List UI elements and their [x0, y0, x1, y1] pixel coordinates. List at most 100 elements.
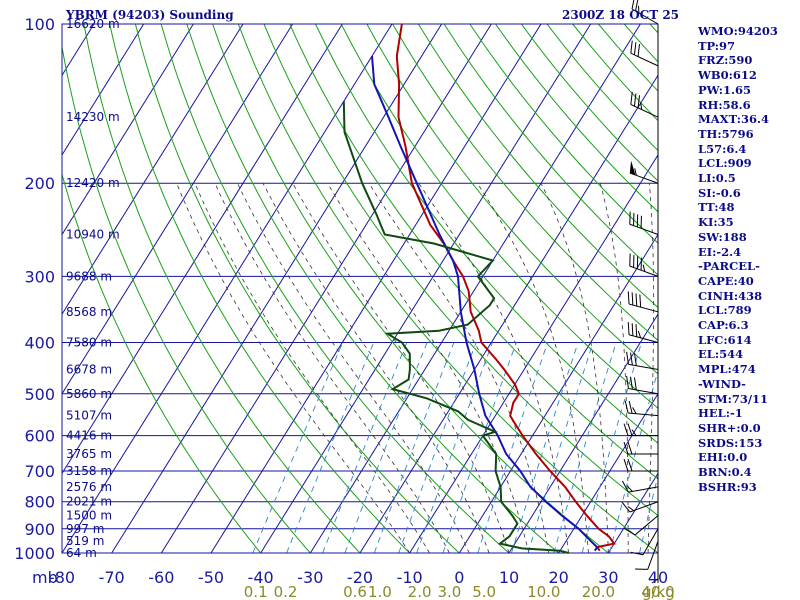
- wind-barb-feather: [633, 42, 637, 55]
- isotherm: [111, 24, 443, 554]
- wind-barb-feather: [627, 485, 633, 492]
- dry-adiabat: [392, 24, 658, 341]
- wind-barb-staff: [631, 8, 659, 25]
- pressure-tick-label: 1000: [14, 544, 55, 563]
- index-item: SRDS:153: [698, 435, 763, 450]
- wind-barb-feather: [637, 95, 641, 108]
- dry-adiabat: [62, 44, 311, 554]
- wind-barb-staff: [647, 541, 659, 570]
- wind-barb-feather: [627, 441, 633, 455]
- wind-barb-feather: [630, 91, 633, 105]
- index-item: TT:48: [698, 200, 735, 215]
- index-item: CAPE:40: [698, 273, 754, 288]
- moist-adiabat: [418, 182, 569, 554]
- dry-adiabat: [263, 24, 658, 517]
- wind-barb-feather: [631, 0, 635, 10]
- temperature-tick-label: -80: [49, 568, 75, 587]
- index-item: WMO:94203: [698, 24, 778, 38]
- grid-clip-group: [62, 24, 658, 554]
- pressure-tick-label: 200: [24, 174, 55, 193]
- temperature-tick-label: -30: [297, 568, 323, 587]
- mixing-ratio-label: 20.0: [582, 583, 615, 600]
- wind-barb-feather: [630, 40, 633, 54]
- mixing-ratio-line: [398, 342, 477, 554]
- moist-adiabat: [292, 183, 510, 554]
- wind-barb-staff: [628, 303, 659, 313]
- index-item: L57:6.4: [698, 141, 747, 156]
- mixing-ratio-label: 3.0: [437, 583, 461, 600]
- height-label: 8568 m: [66, 305, 112, 319]
- temperature-tick-label: 20: [548, 568, 568, 587]
- temperature-tick-label: -40: [248, 568, 274, 587]
- index-item: MPL:474: [698, 362, 756, 377]
- dewpoint-trace: [342, 101, 569, 554]
- isotherm: [409, 153, 658, 554]
- wind-barb: [621, 501, 659, 513]
- dry-adiabat: [340, 24, 658, 409]
- moist-adiabat: [262, 183, 490, 554]
- wind-barb-staff: [628, 334, 659, 343]
- moist-adiabat: [176, 183, 411, 554]
- wind-barb-staff: [630, 52, 659, 67]
- wind-barb-feather: [632, 407, 637, 414]
- wind-barb-feather: [635, 324, 638, 337]
- index-item: MAXT:36.4: [698, 112, 769, 127]
- mixing-ratio-line: [639, 473, 658, 554]
- wind-barb-feather: [637, 330, 642, 338]
- wind-barb: [627, 291, 659, 313]
- wind-barb: [630, 91, 659, 118]
- temperature-tick-label: -10: [397, 568, 423, 587]
- height-label: 1500 m: [66, 509, 112, 523]
- station-title: YBRM (94203) Sounding: [66, 8, 234, 22]
- index-item: CAP:6.3: [698, 318, 749, 333]
- wind-barb-feather: [642, 264, 646, 272]
- wind-barb-staff: [642, 528, 659, 556]
- height-label: 5860 m: [66, 387, 112, 401]
- temperature-tick-label: -20: [347, 568, 373, 587]
- mixing-ratio-line: [252, 342, 344, 554]
- index-item: FRZ:590: [698, 53, 753, 68]
- wind-barb: [623, 441, 658, 455]
- wind-barb-feather: [633, 93, 637, 107]
- moist-adiabat: [647, 183, 654, 553]
- wind-barb: [624, 400, 659, 417]
- height-label: 519 m: [66, 534, 104, 548]
- wind-barb-feather: [630, 376, 633, 390]
- mixing-ratio-label: 2.0: [408, 583, 432, 600]
- index-item: PW:1.65: [698, 82, 752, 97]
- temperature-tick-label: 40: [648, 568, 668, 587]
- wind-barb-staff: [629, 223, 659, 235]
- isotherm: [508, 313, 658, 554]
- moist-adiabat: [540, 183, 609, 554]
- mixing-ratio-line: [322, 342, 408, 554]
- dry-adiabat: [62, 172, 262, 554]
- wind-barb-feather: [627, 458, 633, 472]
- isotherm: [62, 24, 194, 236]
- wind-barb-feather: [626, 351, 629, 365]
- dry-adiabat: [289, 24, 658, 480]
- wind-barb-feather: [631, 323, 634, 336]
- moist-adiabat: [194, 183, 430, 554]
- mixing-ratio-line: [477, 342, 549, 554]
- wind-barb: [626, 351, 659, 371]
- moist-adiabat: [214, 183, 450, 554]
- mixing-ratio-line: [581, 342, 642, 554]
- wind-barbs: [621, 0, 659, 584]
- wind-barb-feather: [623, 441, 629, 455]
- dry-adiabat: [83, 24, 361, 554]
- wind-barb-feather: [627, 322, 630, 335]
- index-item: LI:0.5: [698, 171, 736, 186]
- index-item: EI:-2.4: [698, 244, 742, 259]
- index-item: LCL:909: [698, 156, 752, 171]
- wind-barb-staff: [629, 172, 659, 184]
- dry-adiabat: [109, 24, 411, 554]
- index-item: BRN:0.4: [698, 465, 752, 480]
- temperature-tick-label: -70: [99, 568, 125, 587]
- stability-indices: WMO:94203 TP:97 FRZ:590 WB0:612 PW:1.65 RH:58…: [698, 24, 778, 495]
- index-item: TP:97: [698, 38, 736, 53]
- wind-barb-feather: [621, 501, 631, 513]
- mixing-ratio-label: 0.6: [343, 583, 367, 600]
- dry-adiabat: [160, 24, 510, 554]
